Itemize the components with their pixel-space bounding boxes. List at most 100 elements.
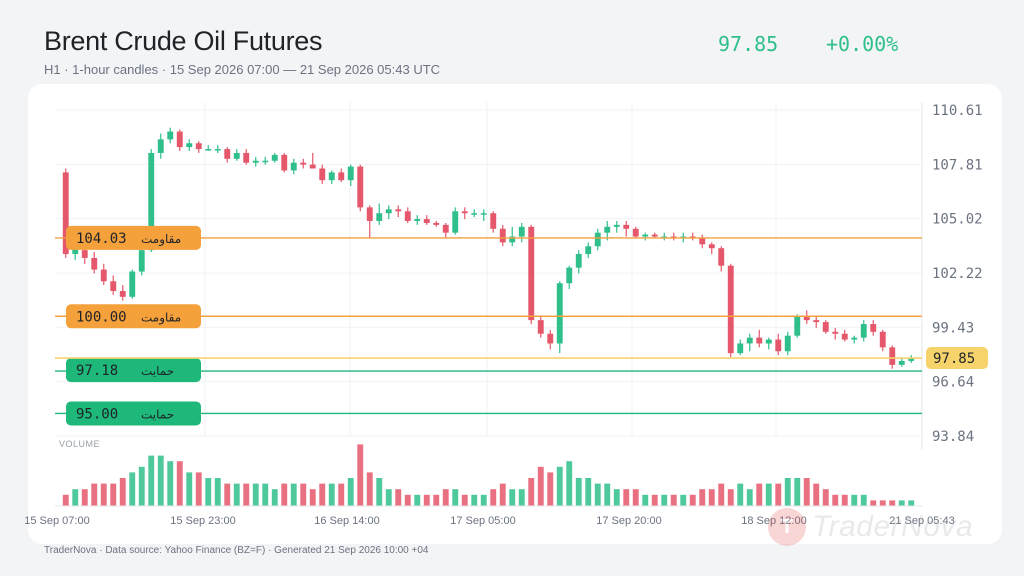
candle-body <box>889 347 896 365</box>
volume-bar <box>119 478 126 506</box>
y-tick-label: 96.64 <box>932 375 974 391</box>
volume-bar <box>290 483 297 506</box>
candle-body <box>281 154 288 171</box>
volume-bar <box>167 461 174 506</box>
y-tick-label: 102.22 <box>932 266 983 282</box>
volume-bar <box>718 483 725 506</box>
volume-bar <box>452 489 459 506</box>
candle-body <box>157 139 164 153</box>
volume-bar <box>623 489 630 506</box>
volume-bar <box>62 494 69 506</box>
candle-body <box>746 337 753 344</box>
resistance-tag-label: مقاومت <box>141 232 181 247</box>
volume-bar <box>309 489 316 506</box>
volume-bar <box>281 483 288 506</box>
candle-body <box>72 248 79 255</box>
candle-body <box>575 254 582 268</box>
volume-bar <box>870 500 877 506</box>
candle-body <box>480 213 487 215</box>
candle-body <box>319 168 326 181</box>
volume-bar <box>338 483 345 506</box>
watermark-text: TraderNova <box>812 510 974 543</box>
candle-body <box>727 265 734 354</box>
y-tick-label: 105.02 <box>932 212 983 228</box>
volume-bar <box>423 494 430 506</box>
volume-bar <box>376 478 383 506</box>
volume-bar <box>708 489 715 506</box>
volume-bar <box>509 489 516 506</box>
candle-body <box>490 213 497 229</box>
candle-body <box>357 166 364 208</box>
tradernova-logo-icon: T <box>768 508 806 546</box>
volume-bar <box>148 455 155 506</box>
candle-body <box>718 248 725 266</box>
volume-bar <box>822 489 829 506</box>
volume-bar <box>860 494 867 506</box>
volume-bar <box>233 483 240 506</box>
candle-body <box>62 172 69 255</box>
candle-body <box>366 207 373 221</box>
volume-bar <box>746 489 753 506</box>
resistance-tag <box>66 304 201 329</box>
volume-bar <box>784 478 791 506</box>
x-tick-label: 17 Sep 20:00 <box>596 515 661 527</box>
support-tag <box>66 401 201 426</box>
volume-bar <box>490 489 497 506</box>
y-tick-label: 107.81 <box>932 157 983 173</box>
current-price: 97.85 <box>718 32 779 56</box>
volume-bar <box>300 483 307 506</box>
volume-bar <box>566 461 573 506</box>
candle-body <box>708 244 715 249</box>
candle-body <box>879 331 886 348</box>
candle-body <box>775 339 782 352</box>
candle-body <box>338 172 345 181</box>
x-tick-label: 15 Sep 07:00 <box>24 515 89 527</box>
volume-bar <box>205 478 212 506</box>
volume-bar <box>670 494 677 506</box>
candle-body <box>651 234 658 237</box>
candle-body <box>176 131 183 148</box>
candle-body <box>898 360 905 365</box>
candle-body <box>347 166 354 181</box>
volume-bar <box>366 472 373 506</box>
candle-body <box>119 290 126 297</box>
volume-bar <box>604 483 611 506</box>
footer-note: TraderNova · Data source: Yahoo Finance … <box>44 545 429 556</box>
candle-body <box>803 316 810 321</box>
volume-bar <box>72 489 79 506</box>
candle-body <box>271 154 278 161</box>
volume-bar <box>433 494 440 506</box>
volume-bar <box>461 494 468 506</box>
volume-bar <box>224 483 231 506</box>
candle-body <box>699 238 706 245</box>
x-tick-label: 16 Sep 14:00 <box>314 515 379 527</box>
volume-bar <box>81 489 88 506</box>
candle-body <box>518 226 525 237</box>
candle-body <box>794 316 801 336</box>
candle-body <box>328 172 335 181</box>
volume-bar <box>585 478 592 506</box>
volume-bar <box>480 494 487 506</box>
volume-bar <box>471 494 478 506</box>
volume-bar <box>176 461 183 506</box>
candle-body <box>870 324 877 332</box>
volume-bar <box>138 466 145 506</box>
volume-bar <box>110 483 117 506</box>
x-tick-label: 15 Sep 23:00 <box>170 515 235 527</box>
candle-body <box>528 226 535 321</box>
candle-body <box>205 149 212 151</box>
volume-bar <box>357 444 364 506</box>
volume-bar <box>775 483 782 506</box>
volume-bar <box>442 489 449 506</box>
candle-body <box>756 337 763 344</box>
volume-bar <box>594 483 601 506</box>
candle-body <box>822 322 829 332</box>
chart-title: Brent Crude Oil Futures <box>44 26 323 56</box>
candle-body <box>300 162 307 165</box>
volume-bar <box>879 500 886 506</box>
candle-body <box>167 131 174 140</box>
x-tick-label: 21 Sep 05:43 <box>889 515 954 527</box>
candle-body <box>148 152 155 251</box>
volume-bar <box>547 472 554 506</box>
